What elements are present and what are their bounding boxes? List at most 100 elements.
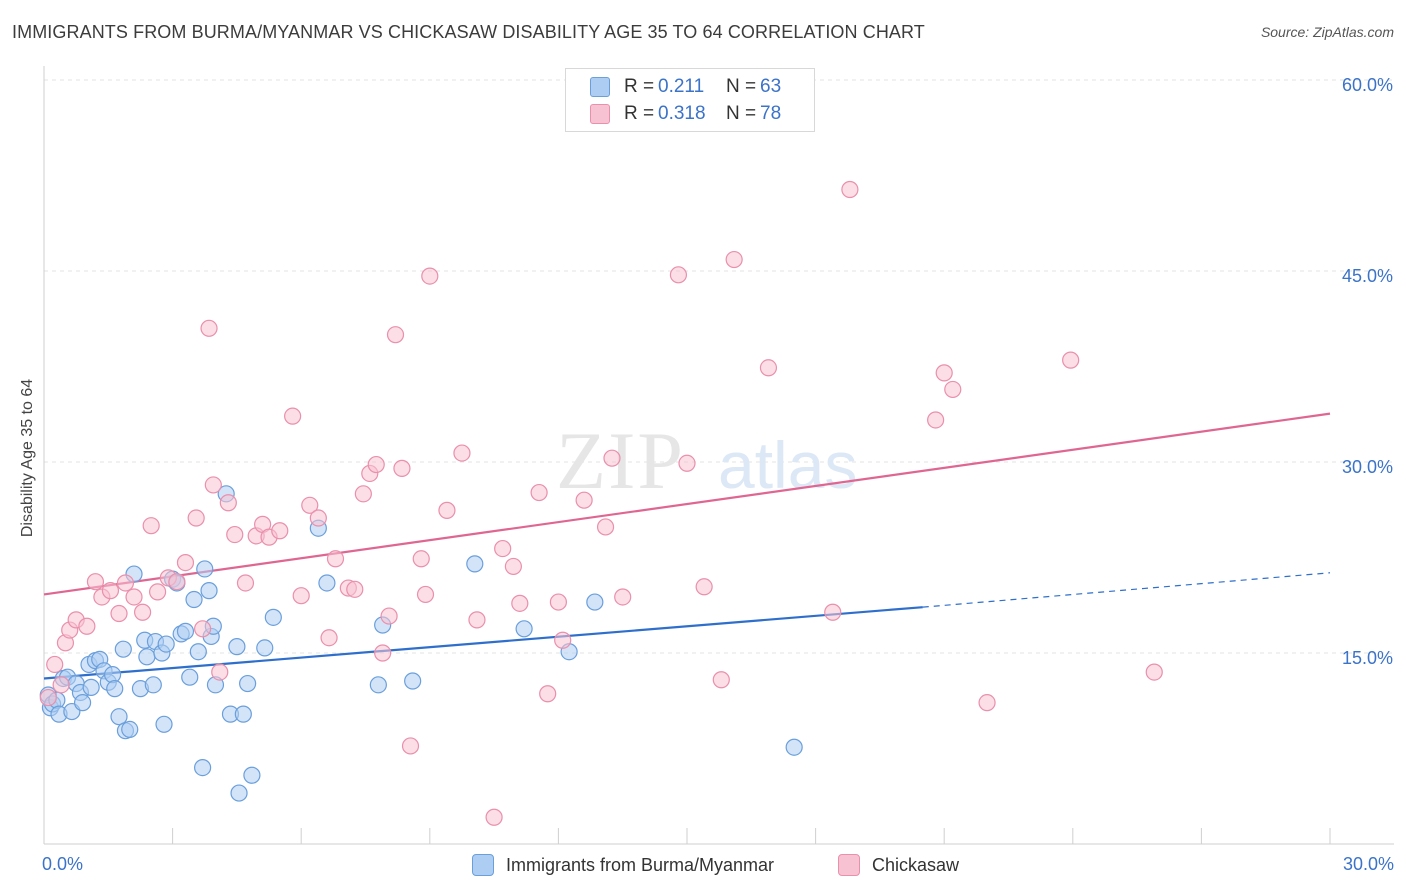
data-point [466, 555, 484, 573]
data-point [176, 622, 195, 640]
series-legend: Immigrants from Burma/Myanmar Chickasaw [0, 852, 1406, 878]
data-point [1145, 663, 1163, 681]
data-point [596, 518, 615, 536]
trend-line-chickasaw [43, 412, 1331, 596]
legend-n-value: 78 [760, 103, 782, 124]
data-point [386, 326, 405, 344]
data-point [82, 678, 100, 696]
data-point [157, 635, 175, 653]
data-point [318, 574, 336, 592]
legend-item-burma: Immigrants from Burma/Myanmar [472, 852, 774, 878]
legend-label-chickasaw: Chickasaw [872, 854, 960, 875]
data-point [515, 620, 533, 638]
legend-n-label: N = [726, 76, 757, 97]
data-point [393, 459, 411, 477]
data-point [78, 617, 96, 635]
data-point [125, 588, 143, 606]
legend-item-chickasaw: Chickasaw [838, 852, 959, 878]
data-point [530, 483, 548, 502]
data-point [110, 604, 128, 623]
data-point [438, 501, 456, 519]
data-point [144, 676, 162, 694]
legend-row-chickasaw: R = 0.318 N = 78 [590, 102, 781, 126]
x-tick-label: 30.0% [1343, 854, 1394, 874]
data-point [106, 680, 124, 698]
data-point [121, 720, 139, 739]
legend-r-value: 0.318 [658, 103, 706, 124]
data-point [187, 509, 205, 527]
data-point [142, 517, 160, 535]
watermark-zip: ZIP [556, 415, 685, 506]
legend-n-value: 63 [760, 76, 782, 97]
data-point [678, 454, 696, 472]
data-point [133, 603, 152, 621]
data-point [181, 668, 199, 686]
data-point [978, 694, 996, 712]
data-point [421, 267, 439, 285]
data-point [944, 380, 962, 399]
data-point [284, 407, 302, 425]
y-tick-label: 60.0% [1342, 75, 1393, 95]
data-point [374, 644, 392, 662]
data-point [367, 455, 385, 474]
data-point [39, 688, 57, 707]
trend-line-burma-extension [922, 572, 1331, 608]
data-point [110, 708, 128, 726]
data-point [346, 580, 364, 598]
watermark: ZIP atlas [556, 415, 857, 506]
x-tick-label: 0.0% [42, 854, 83, 874]
data-point [200, 319, 218, 337]
data-point [116, 574, 135, 592]
legend-swatch-chickasaw [838, 854, 860, 876]
series-chickasaw-points [39, 180, 1163, 826]
data-point [511, 594, 529, 612]
data-point [416, 585, 435, 604]
data-point [453, 444, 471, 462]
axes [43, 66, 1394, 845]
data-point [401, 737, 420, 755]
data-point [369, 676, 387, 694]
data-point [549, 593, 568, 611]
data-point [103, 666, 122, 684]
data-point [256, 639, 274, 657]
data-point [759, 359, 778, 377]
data-point [412, 550, 430, 568]
legend-r-label: R = [624, 76, 655, 97]
data-point [219, 494, 237, 512]
data-point [935, 364, 953, 382]
data-point [239, 674, 257, 693]
data-point [194, 620, 212, 638]
data-point [196, 560, 214, 578]
data-point [354, 485, 372, 503]
trend-lines [43, 412, 1331, 680]
data-point [236, 574, 255, 592]
data-point [194, 758, 212, 777]
data-point [494, 539, 512, 558]
data-point [226, 525, 244, 544]
data-point [841, 180, 859, 199]
legend-swatch-chickasaw [590, 104, 610, 124]
legend-swatch-burma [472, 854, 494, 876]
chart-title: IMMIGRANTS FROM BURMA/MYANMAR VS CHICKAS… [12, 22, 925, 42]
data-point [468, 611, 486, 629]
data-point [326, 550, 345, 568]
y-tick-label: 45.0% [1342, 266, 1393, 286]
legend-row-burma: R = 0.211 N = 63 [590, 75, 781, 99]
data-point [204, 476, 222, 494]
legend-n-label: N = [726, 103, 757, 124]
data-point [264, 608, 282, 626]
data-point [586, 593, 604, 611]
data-point [603, 449, 621, 467]
y-tick-label: 30.0% [1342, 457, 1393, 477]
y-tick-label: 15.0% [1342, 648, 1393, 668]
data-point [101, 582, 120, 600]
data-point [785, 738, 803, 756]
data-point [320, 629, 338, 647]
data-point [114, 640, 132, 658]
data-point [824, 603, 842, 621]
data-point [614, 588, 632, 606]
data-point [669, 266, 688, 284]
correlation-legend: R = 0.211 N = 63 R = 0.318 N = 78 [565, 68, 815, 132]
data-point [200, 582, 218, 600]
tick-labels: 15.0% 30.0% 45.0% 60.0% 0.0% 30.0% [42, 75, 1394, 874]
